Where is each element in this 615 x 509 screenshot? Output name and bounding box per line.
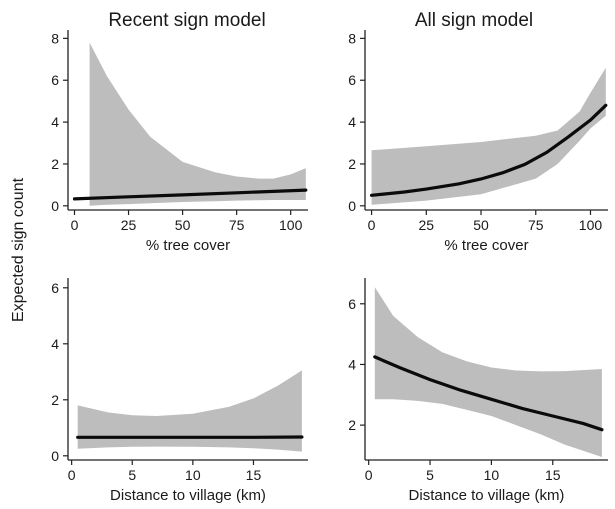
panel-recent-distance: 0 2 4 6 0 5 10 15 Distance to village (km) (51, 278, 308, 504)
x-tick-label-recent-distance: 0 (68, 467, 76, 483)
x-axis-label-recent-tree: % tree cover (146, 237, 230, 254)
y-tick-label-recent-distance: 2 (51, 392, 59, 408)
x-tick-label-all-distance: 0 (365, 467, 373, 483)
y-tick-label-all-distance: 2 (348, 417, 356, 433)
x-tick-label-recent-distance: 10 (185, 467, 201, 483)
y-tick-label-recent-distance: 4 (51, 336, 59, 352)
x-tick-label-all-distance: 5 (426, 467, 434, 483)
x-axis-label-all-distance: Distance to village (km) (409, 487, 565, 504)
panel-all-distance: 2 4 6 0 5 10 15 Distance to village (km) (348, 278, 608, 504)
panel-title-recent: Recent sign model (108, 10, 265, 31)
x-tick-label-all-tree: 0 (368, 217, 376, 233)
x-tick-label-recent-tree: 0 (71, 217, 79, 233)
x-tick-label-all-tree: 100 (579, 217, 603, 233)
y-tick-label-all-tree: 4 (348, 114, 356, 130)
y-tick-label-recent-tree: 0 (51, 198, 59, 214)
y-tick-label-recent-distance: 0 (51, 448, 59, 464)
x-tick-label-all-tree: 25 (419, 217, 435, 233)
y-tick-label-recent-tree: 4 (51, 114, 59, 130)
panel-recent-tree: 0 2 4 6 8 0 25 50 75 100 % tree cover (51, 30, 308, 254)
y-tick-label-recent-tree: 6 (51, 72, 59, 88)
y-tick-label-all-distance: 4 (348, 356, 356, 372)
y-tick-label-recent-tree: 8 (51, 30, 59, 46)
fitted-line-all-distance (373, 355, 604, 432)
x-tick-label-recent-tree: 25 (121, 217, 137, 233)
x-tick-label-recent-distance: 5 (128, 467, 136, 483)
x-tick-label-all-distance: 15 (545, 467, 561, 483)
confidence-band-recent-tree (89, 42, 306, 206)
x-tick-label-recent-tree: 100 (279, 217, 303, 233)
fitted-line-recent-tree (72, 188, 308, 201)
x-axis-label-all-tree: % tree cover (444, 237, 528, 254)
x-tick-label-all-tree: 75 (528, 217, 544, 233)
panel-title-all: All sign model (415, 10, 533, 31)
y-tick-label-all-tree: 0 (348, 198, 356, 214)
y-tick-label-recent-distance: 6 (51, 280, 59, 296)
x-tick-label-recent-tree: 50 (175, 217, 191, 233)
confidence-band-all-tree (371, 67, 606, 205)
figure-y-axis-label: Expected sign count (10, 177, 27, 322)
fitted-line-all-tree (370, 103, 608, 197)
y-tick-label-all-tree: 6 (348, 72, 356, 88)
y-tick-label-all-distance: 6 (348, 296, 356, 312)
x-tick-label-all-tree: 50 (473, 217, 489, 233)
y-tick-label-recent-tree: 2 (51, 156, 59, 172)
x-tick-label-recent-distance: 15 (246, 467, 262, 483)
y-tick-label-all-tree: 8 (348, 30, 356, 46)
panel-all-tree: 0 2 4 6 8 0 25 50 75 100 % tree cover (348, 30, 608, 254)
x-axis-label-recent-distance: Distance to village (km) (110, 487, 266, 504)
confidence-band-recent-distance (77, 370, 302, 452)
y-tick-label-all-tree: 2 (348, 156, 356, 172)
x-tick-label-all-distance: 10 (484, 467, 500, 483)
x-tick-label-recent-tree: 75 (229, 217, 245, 233)
